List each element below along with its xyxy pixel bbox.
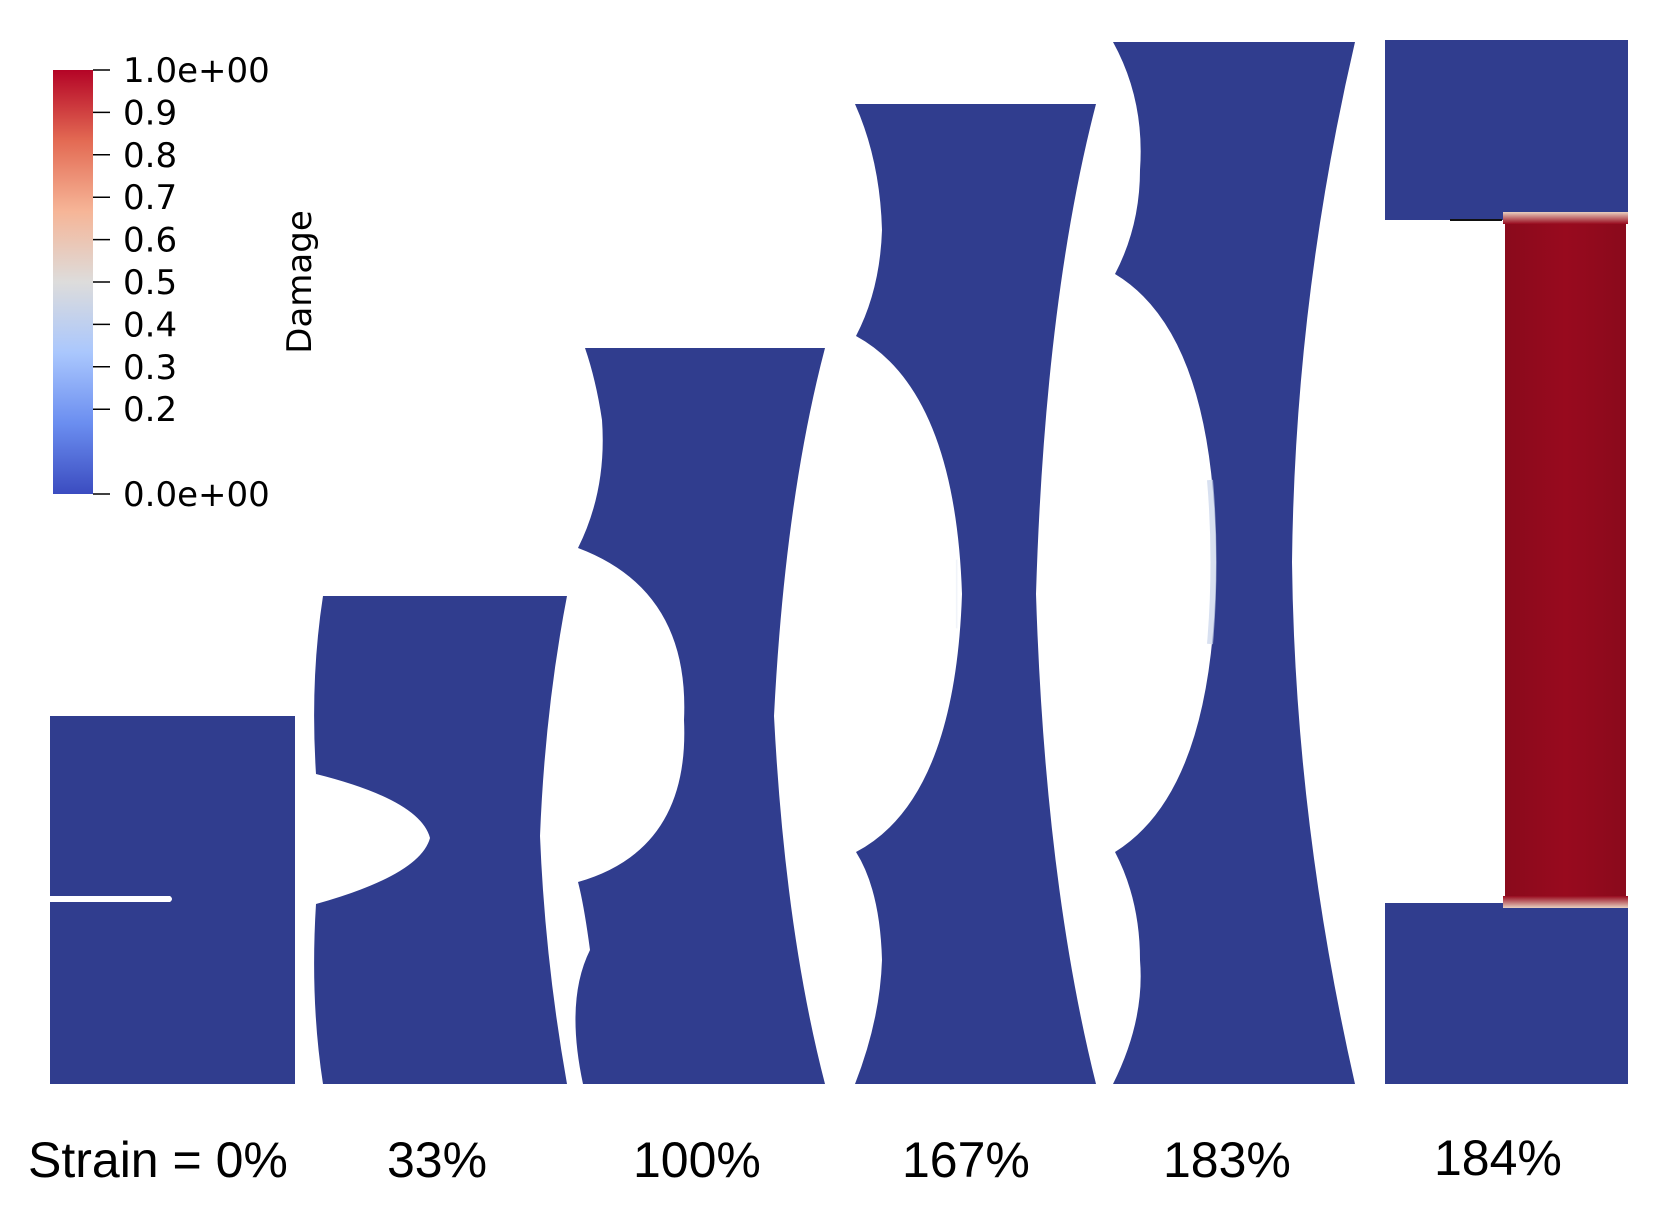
- strain-label-100: 100%: [633, 1132, 761, 1188]
- colorbar-tick-label: 1.0e+00: [123, 51, 270, 91]
- lower-grip: [1385, 903, 1628, 1084]
- specimen-body: [855, 104, 1096, 1084]
- strain-label-33: 33%: [387, 1132, 487, 1188]
- colorbar-tick-label: 0.9: [123, 93, 177, 133]
- ligament-bottom-edge: [1503, 896, 1628, 908]
- specimen-body: [1113, 42, 1355, 1084]
- colorbar-tick-label: 0.0e+00: [123, 475, 270, 515]
- specimen-strain-33: [314, 596, 567, 1084]
- specimen-body: [50, 716, 295, 1084]
- specimen-strain-167: [855, 104, 1096, 1084]
- colorbar-tick-label: 0.3: [123, 348, 177, 388]
- damaged-ligament: [1505, 218, 1626, 904]
- colorbar-tick-label: 0.6: [123, 221, 177, 261]
- strain-label-167: 167%: [902, 1132, 1030, 1188]
- damage-onset-glow: [1207, 479, 1217, 645]
- colorbar-ticks: 1.0e+000.90.80.70.60.50.40.30.2 0.0e+00: [93, 51, 270, 515]
- colorbar-tick-label: 0.2: [123, 390, 177, 430]
- specimen-strain-184: [1385, 40, 1628, 1084]
- colorbar-tick-label: 0.5: [123, 263, 177, 303]
- colorbar-scale: [53, 70, 93, 494]
- specimen-strain-0: [50, 716, 295, 1084]
- colorbar-tick-label: 0.8: [123, 136, 177, 176]
- strain-labels: Strain = 0% 33% 100% 167% 183% 184%: [28, 1130, 1562, 1188]
- upper-grip: [1385, 40, 1628, 220]
- strain-label-184: 184%: [1434, 1130, 1562, 1186]
- specimen-body: [314, 596, 567, 1084]
- colorbar-title: Damage: [280, 210, 320, 353]
- colorbar: 1.0e+000.90.80.70.60.50.40.30.2 0.0e+00 D…: [53, 51, 320, 515]
- specimen-body: [575, 348, 825, 1084]
- colorbar-tick-label: 0.4: [123, 305, 177, 345]
- colorbar-tick-label: 0.7: [123, 178, 177, 218]
- ligament-top-edge: [1503, 212, 1628, 224]
- initial-crack: [50, 896, 172, 902]
- specimen-strain-100: [575, 348, 825, 1084]
- strain-label-183: 183%: [1163, 1132, 1291, 1188]
- specimen-strain-183: [1113, 42, 1355, 1084]
- strain-label-0: Strain = 0%: [28, 1132, 288, 1188]
- damage-onset-glow: [950, 558, 964, 630]
